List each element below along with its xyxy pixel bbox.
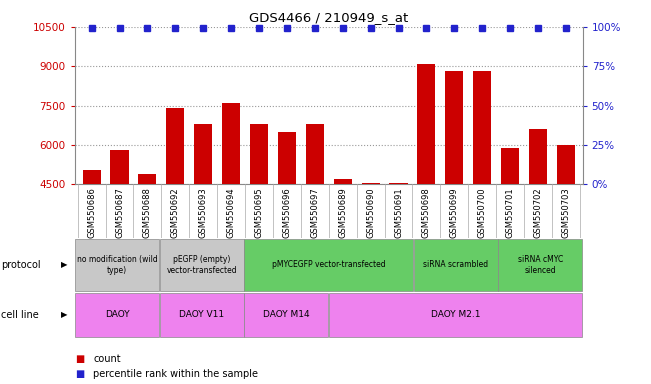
Bar — [166, 108, 184, 184]
Bar — [361, 183, 380, 184]
Text: DAOY: DAOY — [105, 310, 130, 319]
Text: GSM550699: GSM550699 — [450, 187, 459, 238]
Text: ▶: ▶ — [61, 310, 67, 319]
Bar — [445, 71, 464, 184]
Bar — [333, 179, 352, 184]
Text: ▶: ▶ — [61, 260, 67, 270]
Text: ■: ■ — [75, 369, 84, 379]
Bar — [389, 183, 408, 184]
Bar — [111, 150, 128, 184]
Text: no modification (wild
type): no modification (wild type) — [77, 255, 158, 275]
Bar — [194, 124, 212, 184]
Bar — [278, 132, 296, 184]
Text: GDS4466 / 210949_s_at: GDS4466 / 210949_s_at — [249, 12, 408, 25]
Text: GSM550688: GSM550688 — [143, 187, 152, 238]
Bar — [83, 170, 101, 184]
Text: GSM550686: GSM550686 — [87, 187, 96, 238]
Text: count: count — [93, 354, 120, 364]
Bar — [417, 64, 436, 184]
Text: GSM550698: GSM550698 — [422, 187, 431, 238]
Text: DAOY V11: DAOY V11 — [179, 310, 225, 319]
Text: GSM550700: GSM550700 — [478, 187, 487, 238]
Text: percentile rank within the sample: percentile rank within the sample — [93, 369, 258, 379]
Text: GSM550691: GSM550691 — [394, 187, 403, 238]
Text: siRNA cMYC
silenced: siRNA cMYC silenced — [518, 255, 563, 275]
Bar — [159, 293, 244, 337]
Text: ■: ■ — [75, 354, 84, 364]
Bar — [413, 239, 498, 291]
Bar — [159, 239, 244, 291]
Text: GSM550696: GSM550696 — [283, 187, 292, 238]
Text: protocol: protocol — [1, 260, 41, 270]
Bar — [306, 124, 324, 184]
Bar — [75, 239, 159, 291]
Bar — [329, 293, 583, 337]
Bar — [250, 124, 268, 184]
Text: GSM550697: GSM550697 — [311, 187, 319, 238]
Bar — [501, 147, 519, 184]
Text: GSM550689: GSM550689 — [339, 187, 347, 238]
Text: cell line: cell line — [1, 310, 39, 320]
Text: GSM550687: GSM550687 — [115, 187, 124, 238]
Bar — [222, 103, 240, 184]
Bar — [498, 239, 583, 291]
Text: DAOY M2.1: DAOY M2.1 — [431, 310, 480, 319]
Bar — [75, 293, 159, 337]
Text: GSM550695: GSM550695 — [255, 187, 264, 238]
Text: GSM550702: GSM550702 — [534, 187, 542, 238]
Text: pEGFP (empty)
vector-transfected: pEGFP (empty) vector-transfected — [167, 255, 237, 275]
Text: GSM550701: GSM550701 — [506, 187, 514, 238]
Bar — [244, 239, 413, 291]
Bar — [139, 174, 156, 184]
Text: pMYCEGFP vector-transfected: pMYCEGFP vector-transfected — [272, 260, 385, 270]
Bar — [557, 145, 575, 184]
Text: DAOY M14: DAOY M14 — [263, 310, 310, 319]
Bar — [244, 293, 329, 337]
Text: GSM550694: GSM550694 — [227, 187, 236, 238]
Text: GSM550692: GSM550692 — [171, 187, 180, 238]
Bar — [529, 129, 547, 184]
Text: GSM550690: GSM550690 — [366, 187, 375, 238]
Text: GSM550693: GSM550693 — [199, 187, 208, 238]
Bar — [473, 71, 492, 184]
Text: GSM550703: GSM550703 — [561, 187, 570, 238]
Text: siRNA scrambled: siRNA scrambled — [423, 260, 488, 270]
